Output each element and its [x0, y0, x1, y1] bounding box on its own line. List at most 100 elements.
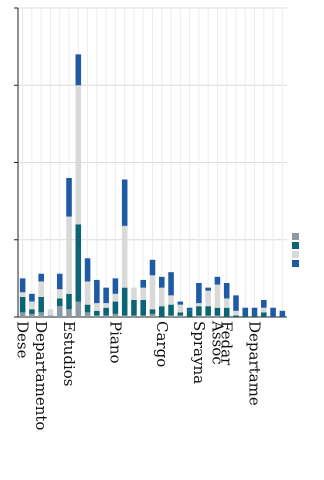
- bar-segment: [261, 300, 267, 308]
- bar-segment: [242, 315, 249, 317]
- bar-segment: [177, 312, 184, 316]
- bar-segment: [214, 276, 221, 285]
- bar-segment: [121, 315, 128, 317]
- bar-segment: [196, 306, 202, 316]
- bar-segment: [103, 303, 109, 308]
- bar-segment: [19, 278, 26, 293]
- bar-segment: [38, 281, 44, 297]
- bar-segment: [140, 279, 147, 288]
- bar-segment: [47, 315, 54, 317]
- bar-segment: [149, 313, 156, 317]
- bar-segment: [47, 309, 54, 316]
- bar-segment: [158, 287, 165, 307]
- bar-segment: [56, 298, 63, 307]
- bar-segment: [168, 304, 174, 316]
- bar-segment: [279, 310, 286, 317]
- bar-segment: [196, 303, 202, 307]
- x-tick-label: Dese: [14, 321, 32, 359]
- bar-segment: [186, 310, 193, 317]
- bar-segment: [75, 301, 82, 317]
- bar-segment: [251, 307, 258, 316]
- bar-segment: [19, 296, 26, 313]
- bar-segment: [205, 306, 211, 316]
- legend-swatch: [292, 260, 299, 267]
- bar-segment: [56, 306, 63, 317]
- bar-segment: [38, 312, 44, 317]
- bar-segment: [112, 301, 119, 314]
- bar-segment: [38, 273, 44, 282]
- bar-segment: [140, 287, 147, 300]
- bar-segment: [75, 54, 82, 86]
- bar-segment: [270, 307, 276, 317]
- bar-segment: [75, 85, 82, 225]
- bar-segment: [66, 309, 72, 317]
- bar-segment: [149, 309, 156, 314]
- bar-segment: [66, 293, 72, 310]
- bar-segment: [103, 287, 109, 304]
- bar-segment: [214, 284, 221, 308]
- bar-segment: [66, 177, 72, 217]
- bar-segment: [84, 312, 91, 317]
- bar-segment: [223, 283, 230, 299]
- bar-segment: [177, 315, 184, 317]
- bar-segment: [233, 295, 239, 311]
- x-tick-label: Sprayna: [190, 321, 208, 384]
- bar-segment: [223, 298, 230, 308]
- bar-segment: [103, 307, 109, 316]
- bar-segment: [56, 289, 63, 299]
- bar-segment: [121, 225, 128, 288]
- bar-segment: [94, 315, 100, 317]
- bar-segment: [242, 307, 249, 316]
- bar-segment: [223, 307, 230, 317]
- bar-segment: [140, 300, 147, 316]
- bar-segment: [186, 307, 193, 311]
- bar-segment: [196, 283, 202, 304]
- legend-swatch: [292, 251, 299, 258]
- bar-segment: [158, 306, 165, 317]
- bar-segment: [19, 312, 26, 317]
- x-tick-label: Estudios: [60, 321, 78, 386]
- bar-segment: [177, 304, 184, 313]
- bar-segment: [149, 259, 156, 276]
- bar-segment: [149, 275, 156, 310]
- bar-segment: [233, 315, 239, 317]
- bar-segment: [177, 301, 184, 305]
- bar-segment: [205, 315, 211, 317]
- x-tick-label: Departamento: [32, 321, 50, 430]
- x-tick-label: Piano: [106, 321, 124, 364]
- bar-segment: [131, 315, 137, 317]
- bar-segment: [121, 287, 128, 316]
- bar-segment: [251, 315, 258, 317]
- bar-segment: [94, 279, 100, 304]
- legend-swatch: [292, 242, 299, 249]
- bar-segment: [29, 301, 35, 310]
- bar-segment: [112, 313, 119, 317]
- bar-segment: [84, 304, 91, 313]
- bar-segment: [233, 310, 239, 316]
- bar-segment: [75, 224, 82, 302]
- bar-segment: [121, 179, 128, 226]
- bar-segment: [38, 296, 44, 313]
- bar-segment: [66, 216, 72, 294]
- bar-segment: [261, 307, 267, 313]
- bar-segment: [112, 278, 119, 294]
- bar-segment: [168, 315, 174, 317]
- bar-segment: [112, 293, 119, 302]
- bar-segment: [29, 313, 35, 317]
- bar-segment: [214, 307, 221, 316]
- bar-segment: [131, 287, 137, 300]
- bar-segment: [19, 292, 26, 297]
- bar-segment: [103, 315, 109, 317]
- legend-swatch: [292, 233, 299, 240]
- x-tick-label: Fedar: [218, 321, 236, 366]
- bar-segment: [94, 303, 100, 311]
- bar-segment: [29, 293, 35, 302]
- bar-segment: [56, 273, 63, 290]
- bar-segment: [84, 281, 91, 305]
- bar-segment: [214, 315, 221, 317]
- x-tick-label: Departame: [246, 321, 264, 406]
- bar-segment: [94, 310, 100, 316]
- bar-segment: [140, 315, 147, 317]
- x-tick-label: Assoc: [208, 320, 226, 365]
